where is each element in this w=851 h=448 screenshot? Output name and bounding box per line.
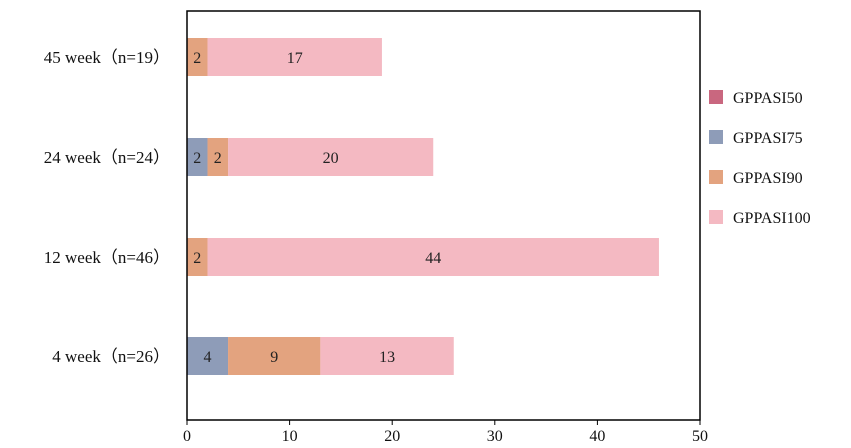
legend-swatch <box>709 170 723 184</box>
bar-segment <box>187 238 208 276</box>
legend-swatch <box>709 130 723 144</box>
legend-swatch <box>709 90 723 104</box>
bar-segment <box>207 38 382 76</box>
bar-segment <box>228 337 321 375</box>
category-labels: 45 week（n=19） 24 week（n=24） 12 week（n=46） 4… <box>44 48 170 366</box>
bar-segment <box>228 138 434 176</box>
bars-layer: 2 172 2 202 444 9 13 <box>187 38 659 375</box>
bar-segment <box>187 38 208 76</box>
legend-label: GPPASI75 <box>733 130 803 147</box>
data-label: 20 <box>323 150 339 167</box>
plot-frame <box>186 10 701 421</box>
data-label: 13 <box>379 349 395 366</box>
x-tick-label: 40 <box>589 428 605 445</box>
bar-segment <box>320 337 454 375</box>
bar-segment <box>187 138 208 176</box>
data-label: 9 <box>270 349 278 366</box>
bar-segment <box>207 138 229 176</box>
legend-label: GPPASI100 <box>733 210 811 227</box>
data-label: 44 <box>425 250 441 267</box>
data-label: 2 <box>214 150 222 167</box>
data-label: 2 <box>193 50 201 67</box>
x-tick-label: 20 <box>384 428 400 445</box>
category-label: 4 week（n=26） <box>52 347 170 366</box>
category-label: 24 week（n=24） <box>44 148 170 167</box>
legend-swatch <box>709 210 723 224</box>
category-label: 12 week（n=46） <box>44 248 170 267</box>
data-label: 4 <box>204 349 212 366</box>
data-label: 17 <box>287 50 303 67</box>
data-label: 2 <box>193 250 201 267</box>
data-label: 2 <box>193 150 201 167</box>
legend: GPPASI50 GPPASI75 GPPASI90 GPPASI100 <box>709 90 811 227</box>
x-tick-label: 50 <box>692 428 708 445</box>
x-tick-label: 10 <box>282 428 298 445</box>
bar-segment <box>187 337 229 375</box>
bar-segment <box>207 238 659 276</box>
legend-label: GPPASI50 <box>733 90 803 107</box>
x-tick-label: 30 <box>487 428 503 445</box>
legend-label: GPPASI90 <box>733 170 803 187</box>
x-axis-ticks: 0 10 20 30 40 50 <box>183 420 708 445</box>
category-label: 45 week（n=19） <box>44 48 170 67</box>
x-tick-label: 0 <box>183 428 191 445</box>
